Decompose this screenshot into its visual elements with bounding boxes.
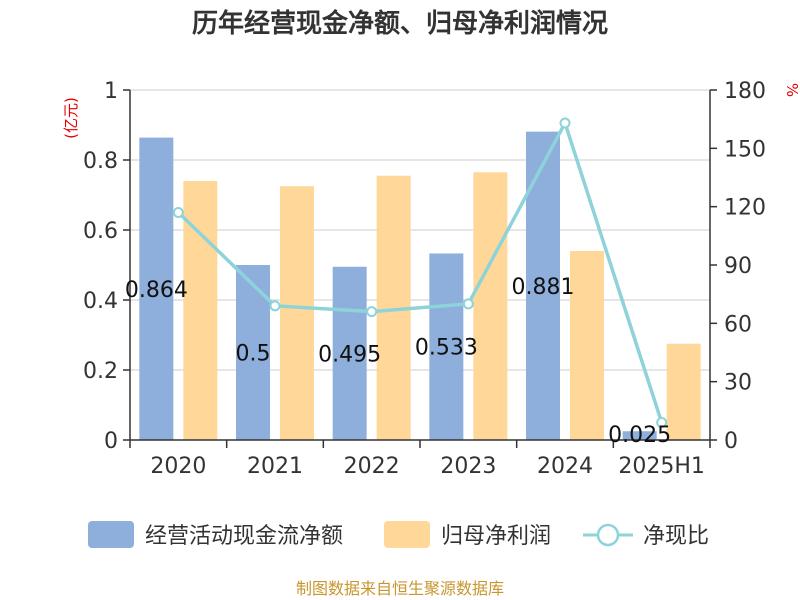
legend-label-net-profit: 归母净利润	[441, 524, 551, 549]
legend-marker-ratio	[596, 523, 620, 547]
right-tick-label: 180	[724, 79, 766, 104]
bar-net-profit	[280, 186, 314, 440]
left-tick-label: 0	[104, 429, 118, 454]
bar-net-profit	[473, 172, 508, 440]
axes	[123, 89, 717, 448]
legend-swatch-net-profit	[384, 521, 430, 548]
data-label: 0.5	[236, 342, 271, 367]
legend-label-ratio: 净现比	[643, 524, 709, 549]
left-tick-label: 0.4	[83, 289, 118, 314]
ratio-point	[462, 298, 474, 310]
data-label: 0.864	[125, 278, 188, 303]
left-tick-label: 1	[104, 79, 118, 104]
left-tick-label: 0.2	[83, 359, 118, 384]
left-axis-unit: (亿元)	[62, 97, 80, 139]
bar-cashflow	[139, 137, 174, 440]
ratio-point	[269, 300, 281, 312]
left-tick-label: 0.6	[83, 219, 118, 244]
right-tick-label: 120	[724, 196, 766, 221]
x-tick-label: 2023	[440, 454, 496, 479]
legend: 经营活动现金流净额 归母净利润 净现比	[88, 521, 709, 549]
right-tick-label: 150	[724, 137, 766, 162]
ratio-point	[172, 207, 184, 218]
data-label: 0.881	[512, 275, 575, 300]
x-tick-label: 2021	[247, 454, 303, 479]
x-tick-label: 2025H1	[618, 454, 705, 479]
left-tick-label: 0.8	[83, 149, 118, 174]
ratio-line	[172, 117, 668, 428]
source-note: 制图数据来自恒生聚源数据库	[296, 579, 504, 598]
data-labels: 0.864 0.5 0.495 0.533 0.881 0.025	[125, 275, 671, 448]
ratio-point	[559, 117, 571, 129]
right-tick-label: 90	[724, 254, 752, 279]
legend-swatch-cashflow	[88, 521, 134, 548]
bar-net-profit	[570, 251, 604, 440]
x-tick-label: 2024	[537, 454, 593, 479]
right-tick-label: 30	[724, 371, 752, 396]
legend-label-cashflow: 经营活动现金流净额	[145, 524, 343, 549]
chart-title: 历年经营现金净额、归母净利润情况	[192, 8, 608, 39]
bar-cashflow	[622, 431, 657, 440]
x-tick-label: 2020	[150, 454, 206, 479]
data-label: 0.495	[318, 342, 381, 367]
bar-cashflow	[429, 253, 464, 440]
tick-labels: 0 0.2 0.4 0.6 0.8 1 0 30 60 90 120 150 180 2020 2021 20…	[83, 79, 766, 479]
data-label: 0.533	[415, 336, 478, 361]
bar-net-profit	[666, 343, 701, 440]
data-label: 0.025	[608, 423, 671, 448]
right-tick-label: 60	[724, 312, 752, 337]
x-tick-label: 2022	[344, 454, 400, 479]
ratio-point	[656, 417, 668, 428]
right-tick-label: 0	[724, 429, 738, 454]
right-axis-unit: %	[783, 83, 800, 97]
ratio-series-line	[177, 118, 664, 424]
bars	[139, 131, 701, 440]
bar-cashflow	[332, 266, 367, 440]
ratio-point	[366, 306, 378, 318]
